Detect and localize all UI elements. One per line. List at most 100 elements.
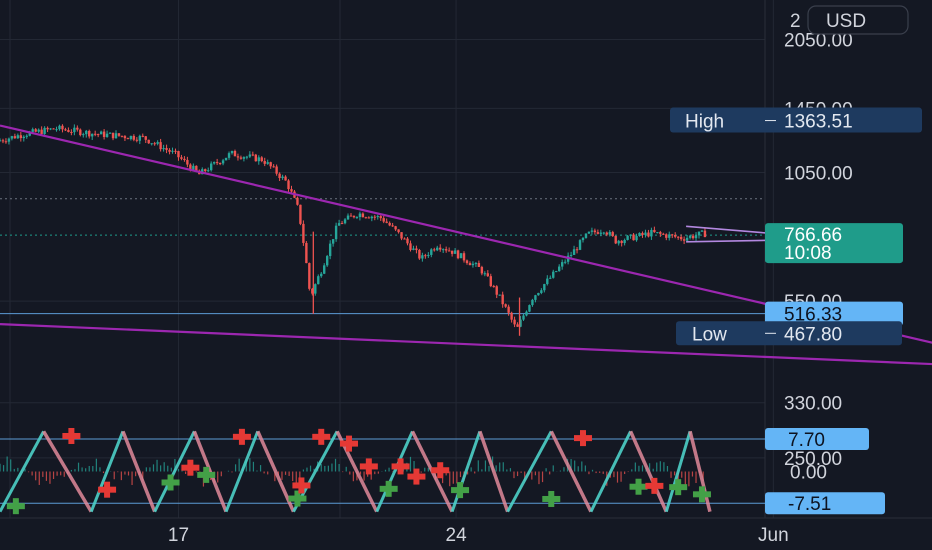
candle-down <box>676 236 680 238</box>
candle-up <box>531 299 534 306</box>
candle-up <box>266 162 269 164</box>
candle-down <box>575 249 579 251</box>
candle-down <box>215 162 219 164</box>
candle-down <box>52 128 55 130</box>
candle-down <box>102 131 106 137</box>
candle-up <box>376 216 379 218</box>
candle-up <box>644 232 647 236</box>
candle-down <box>296 197 299 205</box>
candle-down <box>284 176 287 181</box>
candle-up <box>498 294 501 296</box>
candle-up <box>22 136 25 139</box>
trendline <box>0 322 932 366</box>
candle-up <box>114 133 118 139</box>
candle-down <box>691 235 695 239</box>
candle-up <box>281 176 284 179</box>
candle-up <box>552 271 555 278</box>
price-tick-label-partial: 2 <box>790 11 801 32</box>
candle-down <box>665 234 668 238</box>
candle-down <box>492 286 495 288</box>
oscillator-line-rise <box>506 430 553 513</box>
candle-up <box>563 261 567 263</box>
candle-up <box>441 249 445 251</box>
candle-down <box>382 218 385 222</box>
candle-up <box>560 262 564 267</box>
candle-down <box>70 131 73 133</box>
price-tick-label: 250.00 <box>784 449 842 470</box>
candle-down <box>141 135 144 137</box>
sell-signal-marker <box>579 430 586 447</box>
grid-lines <box>0 0 932 519</box>
candle-down <box>486 273 490 277</box>
candle-down <box>123 136 127 139</box>
candle-up <box>55 129 58 131</box>
candle-down <box>611 232 614 236</box>
candle-up <box>519 319 522 327</box>
candle-down <box>682 239 686 241</box>
time-tick-label: 24 <box>446 525 468 546</box>
currency-label[interactable]: USD <box>826 11 866 32</box>
candle-up <box>430 249 433 255</box>
candle-down <box>641 232 644 236</box>
candle-up <box>245 156 249 158</box>
candle-down <box>126 138 130 140</box>
high-marker-label: High <box>685 112 724 133</box>
candle-down <box>195 165 198 171</box>
candle-up <box>99 131 103 135</box>
buy-signal-marker <box>698 486 705 503</box>
candle-down <box>159 142 162 150</box>
high-marker-box <box>670 107 922 133</box>
candle-up <box>421 255 424 259</box>
currency-selector[interactable]: USD <box>807 5 909 35</box>
candle-up <box>549 277 552 279</box>
candle-down <box>204 169 207 172</box>
oscillator-zero-label: 0.00 <box>790 463 827 484</box>
candle-up <box>91 133 94 137</box>
candle-up <box>49 128 52 130</box>
candle-up <box>697 231 701 236</box>
candle-down <box>180 157 183 159</box>
candle-down <box>278 173 281 179</box>
candle-up <box>629 234 632 236</box>
last-price-value: 766.66 <box>784 225 842 246</box>
candle-down <box>409 243 412 250</box>
candle-down <box>349 215 353 217</box>
time-tick-label: 17 <box>168 525 189 546</box>
candle-down <box>352 215 356 218</box>
candle-up <box>7 138 11 142</box>
candle-down <box>647 232 650 237</box>
candle-down <box>305 242 308 264</box>
candle-up <box>584 233 588 238</box>
candle-up <box>85 130 88 135</box>
candle-up <box>43 127 46 134</box>
candle-down <box>504 304 507 307</box>
last-price-box <box>765 223 903 264</box>
currency-selector-box[interactable] <box>807 5 909 35</box>
candle-down <box>516 324 519 327</box>
sell-signal-marker <box>238 428 245 445</box>
candle-down <box>444 249 448 251</box>
candle-down <box>468 263 472 266</box>
price-tick-label: 2050.00 <box>784 30 853 51</box>
candle-up <box>546 278 549 285</box>
candle-up <box>331 239 335 244</box>
candle-down <box>671 234 674 236</box>
time-axis[interactable]: 17 24 Jun <box>168 525 789 546</box>
sell-signal-marker <box>346 435 353 452</box>
candle-down <box>501 294 504 305</box>
price-tick-label: 330.00 <box>784 394 842 415</box>
candle-up <box>555 271 558 273</box>
candle-up <box>242 157 246 159</box>
oscillator-line-rise <box>224 430 260 513</box>
candle-up <box>209 163 213 171</box>
candle-down <box>96 134 100 136</box>
candle-down <box>93 133 97 135</box>
trendline <box>686 239 774 243</box>
candle-down <box>76 127 79 130</box>
candle-down <box>662 233 665 235</box>
candle-down <box>388 222 391 226</box>
candle-up <box>436 247 439 251</box>
candle-up <box>590 230 594 232</box>
